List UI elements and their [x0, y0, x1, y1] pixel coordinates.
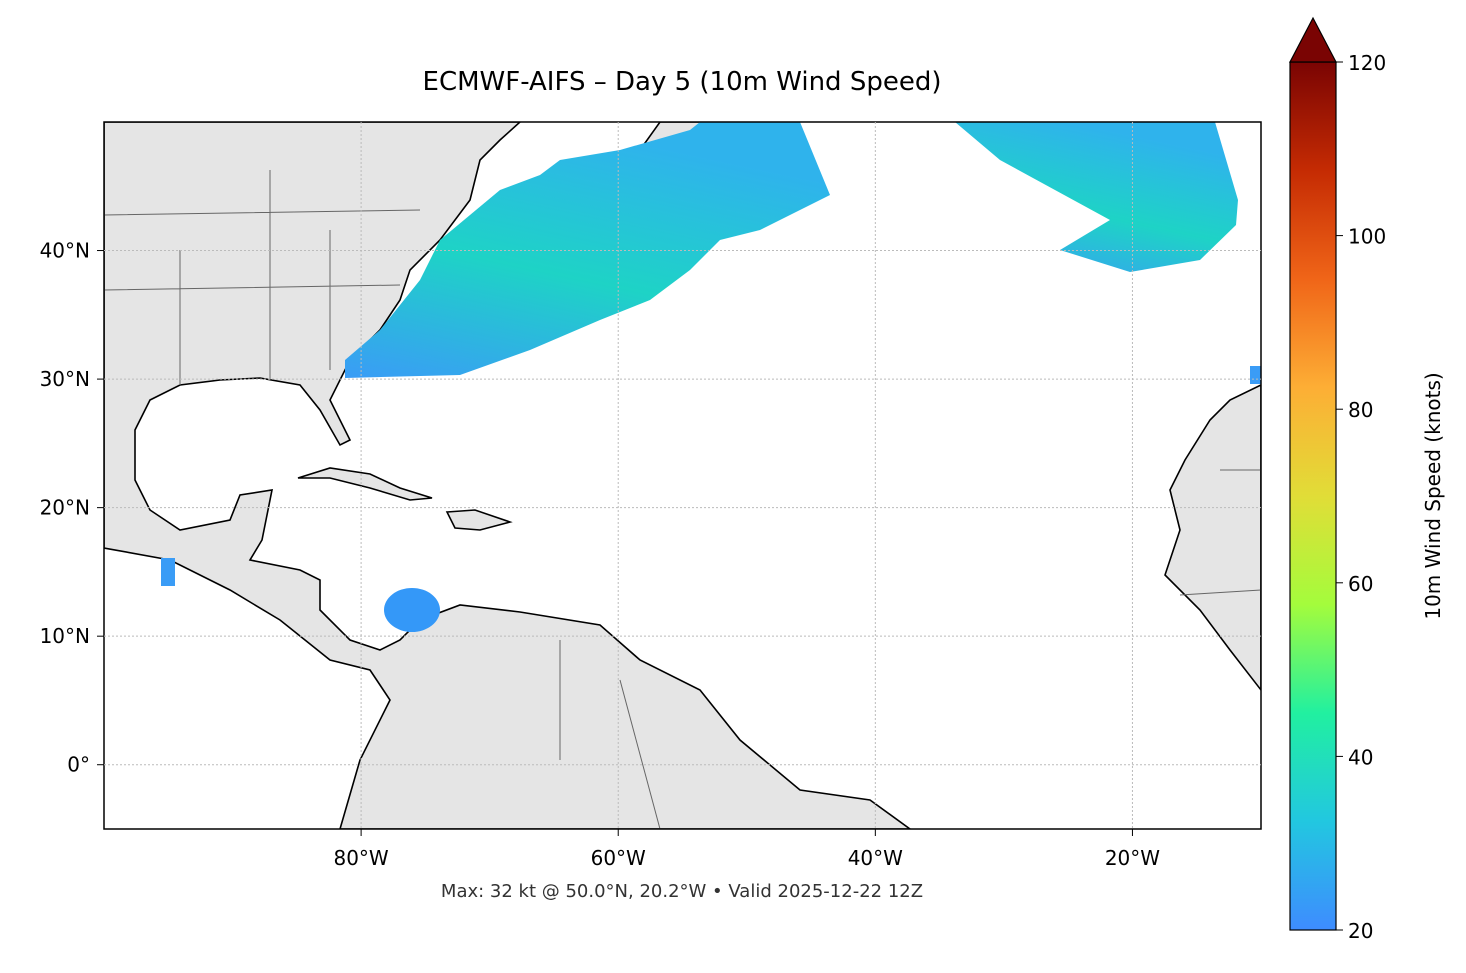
- y-tick-label: 40°N: [40, 239, 90, 263]
- wind-area: [345, 122, 830, 378]
- x-tick-label: 40°W: [848, 846, 903, 870]
- y-tick-label: 0°: [67, 753, 90, 777]
- colorbar-tick-label: 120: [1348, 51, 1386, 75]
- colorbar-extend: [1289, 16, 1337, 63]
- colorbar: [1289, 61, 1337, 931]
- colorbar-label: 10m Wind Speed (knots): [1421, 372, 1445, 619]
- wind-area: [955, 122, 1238, 272]
- land-cuba: [297, 467, 433, 501]
- colorbar-tick-label: 100: [1348, 225, 1386, 249]
- colorbar-tick-label: 40: [1348, 745, 1373, 769]
- x-tick-label: 60°W: [591, 846, 646, 870]
- land-africa: [1164, 384, 1261, 692]
- border-lines: [104, 170, 1261, 829]
- y-tick-label: 30°N: [40, 367, 90, 391]
- y-tick-label: 10°N: [40, 624, 90, 648]
- colorbar-tick-label: 60: [1348, 572, 1373, 596]
- map-frame: [103, 121, 1262, 830]
- colorbar-tick-label: 80: [1348, 398, 1373, 422]
- chart-title: ECMWF-AIFS – Day 5 (10m Wind Speed): [423, 67, 942, 97]
- land-hispaniola: [445, 509, 513, 531]
- wind-area: [161, 558, 175, 586]
- y-tick-label: 20°N: [40, 496, 90, 520]
- x-tick-label: 80°W: [333, 846, 388, 870]
- x-tick-label: 20°W: [1105, 846, 1160, 870]
- footnote: Max: 32 kt @ 50.0°N, 20.2°W • Valid 2025…: [441, 881, 923, 902]
- colorbar-tick-label: 20: [1348, 919, 1373, 943]
- wind-area: [1250, 366, 1261, 384]
- map-layer: [104, 122, 1261, 829]
- wind-area: [384, 588, 440, 632]
